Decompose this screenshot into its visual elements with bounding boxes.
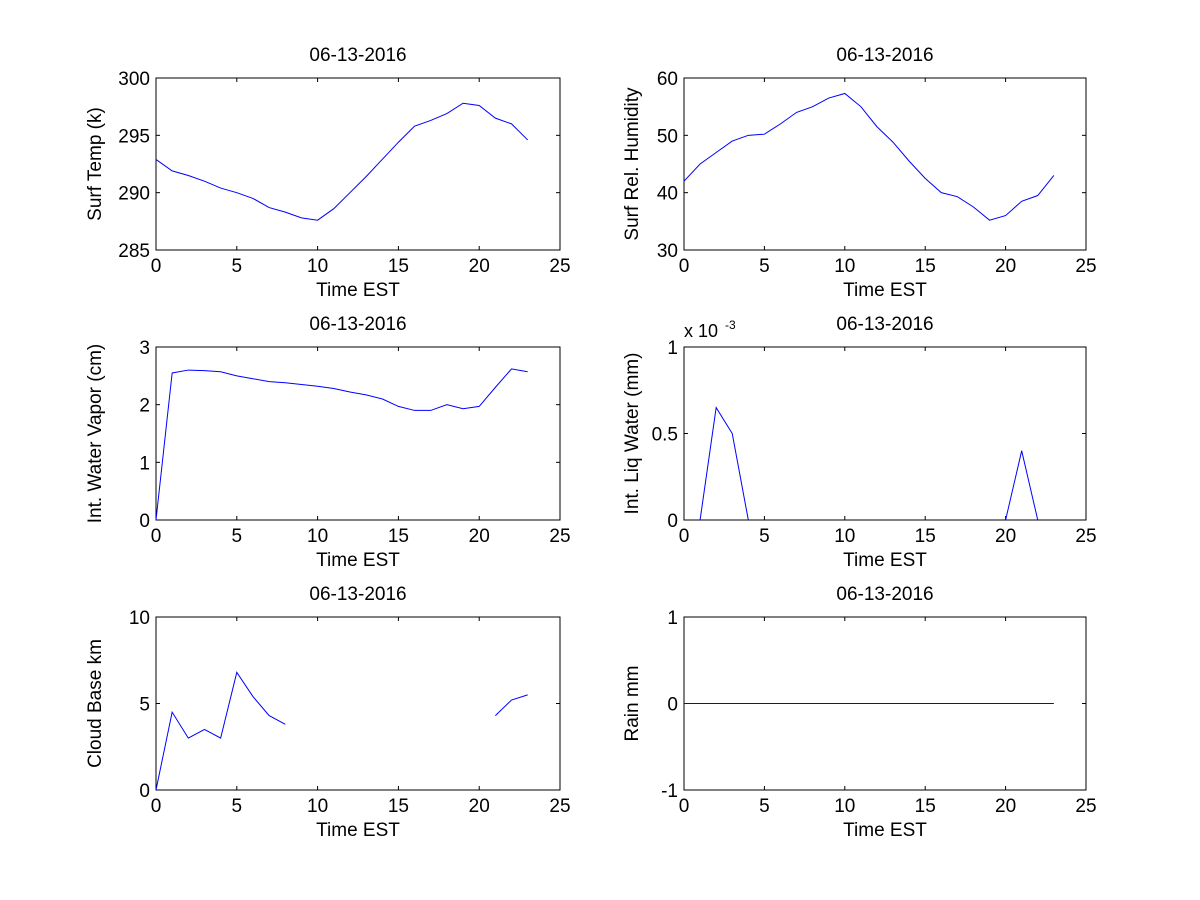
x-tick-label: 5 — [759, 256, 770, 277]
x-tick-label: 25 — [1075, 256, 1096, 277]
series-line-1-segment-1 — [699, 406, 749, 521]
y-axis-exponent: x 10 -3 — [684, 318, 736, 341]
y-tick-label: 295 — [118, 126, 150, 147]
axes-box — [155, 346, 561, 521]
x-tick-label: 20 — [995, 526, 1016, 547]
x-tick-label: 5 — [759, 796, 770, 817]
x-tick-label: 15 — [388, 796, 409, 817]
x-tick-label: 20 — [995, 256, 1016, 277]
y-axis-label: Int. Liq Water (mm) — [622, 353, 643, 515]
y-tick-label: 290 — [118, 184, 150, 205]
y-axis-label: Rain mm — [622, 665, 643, 741]
chart-title: 06-13-2016 — [836, 584, 933, 605]
axes-box — [155, 616, 561, 791]
x-axis-label: Time EST — [316, 820, 400, 841]
x-tick-label: 20 — [469, 256, 490, 277]
y-tick-label: 0 — [667, 695, 678, 716]
subplot-1: 0 5 10 15 20 25 285 290 295 300 06-13-2016 Time EST… — [85, 45, 571, 301]
y-tick-label: 0.5 — [652, 425, 678, 446]
x-tick-label: 15 — [388, 256, 409, 277]
y-tick-label: 1 — [667, 338, 678, 359]
series-line-1-segment-1 — [155, 368, 528, 521]
x-tick-label: 25 — [549, 526, 570, 547]
series-line-1-segment-2 — [495, 694, 528, 716]
y-tick-label: -1 — [661, 781, 678, 802]
x-tick-label: 15 — [388, 526, 409, 547]
axes-box — [155, 77, 561, 251]
y-tick-label: 40 — [657, 184, 678, 205]
x-tick-label: 0 — [151, 256, 162, 277]
y-tick-label: 300 — [118, 69, 150, 90]
axes-box — [683, 77, 1087, 251]
axes-box — [683, 346, 1087, 521]
y-tick-label: 0 — [667, 511, 678, 532]
series-line-1-segment-1 — [683, 92, 1055, 221]
y-tick-label: 285 — [118, 241, 150, 262]
x-tick-label: 0 — [151, 526, 162, 547]
chart-title: 06-13-2016 — [836, 45, 933, 66]
y-tick-label: 50 — [657, 126, 678, 147]
x-tick-label: 25 — [549, 796, 570, 817]
x-axis-label: Time EST — [843, 280, 927, 301]
y-tick-label: 1 — [667, 608, 678, 629]
x-tick-label: 10 — [834, 796, 855, 817]
x-axis-label: Time EST — [843, 820, 927, 841]
x-tick-label: 15 — [915, 256, 936, 277]
y-tick-label: 30 — [657, 241, 678, 262]
chart-title: 06-13-2016 — [836, 314, 933, 335]
x-tick-label: 10 — [307, 526, 328, 547]
y-tick-label: 3 — [139, 338, 150, 359]
y-axis-label: Int. Water Vapor (cm) — [85, 344, 106, 523]
y-tick-label: 1 — [139, 453, 150, 474]
x-tick-label: 0 — [679, 526, 690, 547]
x-tick-label: 25 — [1075, 526, 1096, 547]
series-line-1-segment-1 — [155, 671, 286, 791]
chart-title: 06-13-2016 — [309, 314, 406, 335]
x-tick-label: 10 — [307, 256, 328, 277]
x-axis-label: Time EST — [316, 550, 400, 571]
x-tick-label: 10 — [834, 256, 855, 277]
chart-title: 06-13-2016 — [309, 584, 406, 605]
x-tick-label: 0 — [151, 796, 162, 817]
y-axis-label: Cloud Base km — [85, 639, 106, 768]
y-tick-label: 0 — [139, 511, 150, 532]
subplot-5: 0 5 10 15 20 25 0 5 10 06-13-2016 Time EST Cloud Ba… — [85, 584, 571, 841]
y-tick-label: 0 — [139, 781, 150, 802]
x-tick-label: 5 — [759, 526, 770, 547]
x-tick-label: 5 — [232, 256, 243, 277]
exponent-power: -3 — [725, 318, 736, 332]
x-tick-label: 20 — [469, 796, 490, 817]
chart-title: 06-13-2016 — [309, 45, 406, 66]
x-tick-label: 25 — [549, 256, 570, 277]
subplot-3: 0 5 10 15 20 25 0 1 2 3 06-13-2016 Time EST Int. Wat… — [85, 314, 571, 571]
x-axis-label: Time EST — [843, 550, 927, 571]
x-tick-label: 20 — [469, 526, 490, 547]
x-tick-label: 25 — [1075, 796, 1096, 817]
x-tick-label: 15 — [915, 526, 936, 547]
series-line-1-segment-2 — [1005, 450, 1039, 521]
y-tick-label: 60 — [657, 69, 678, 90]
y-axis-label: Surf Rel. Humidity — [622, 87, 643, 241]
y-tick-label: 2 — [139, 396, 150, 417]
exponent-base: x 10 — [684, 321, 718, 341]
x-tick-label: 10 — [307, 796, 328, 817]
series-line-1-segment-1 — [155, 102, 529, 221]
x-tick-label: 5 — [232, 796, 243, 817]
y-tick-label: 10 — [129, 608, 150, 629]
x-tick-label: 15 — [915, 796, 936, 817]
x-tick-label: 10 — [834, 526, 855, 547]
x-tick-label: 0 — [679, 796, 690, 817]
x-tick-label: 5 — [232, 526, 243, 547]
x-axis-label: Time EST — [316, 280, 400, 301]
y-axis-label: Surf Temp (k) — [85, 107, 106, 221]
x-tick-label: 0 — [679, 256, 690, 277]
subplot-2: 0 5 10 15 20 25 30 40 50 60 06-13-2016 Time EST Surf… — [622, 45, 1097, 301]
x-tick-label: 20 — [995, 796, 1016, 817]
subplot-4: 0 5 10 15 20 25 0 0.5 1 06-13-2016 Time EST Int. Li… — [622, 314, 1097, 571]
y-tick-label: 5 — [139, 695, 150, 716]
